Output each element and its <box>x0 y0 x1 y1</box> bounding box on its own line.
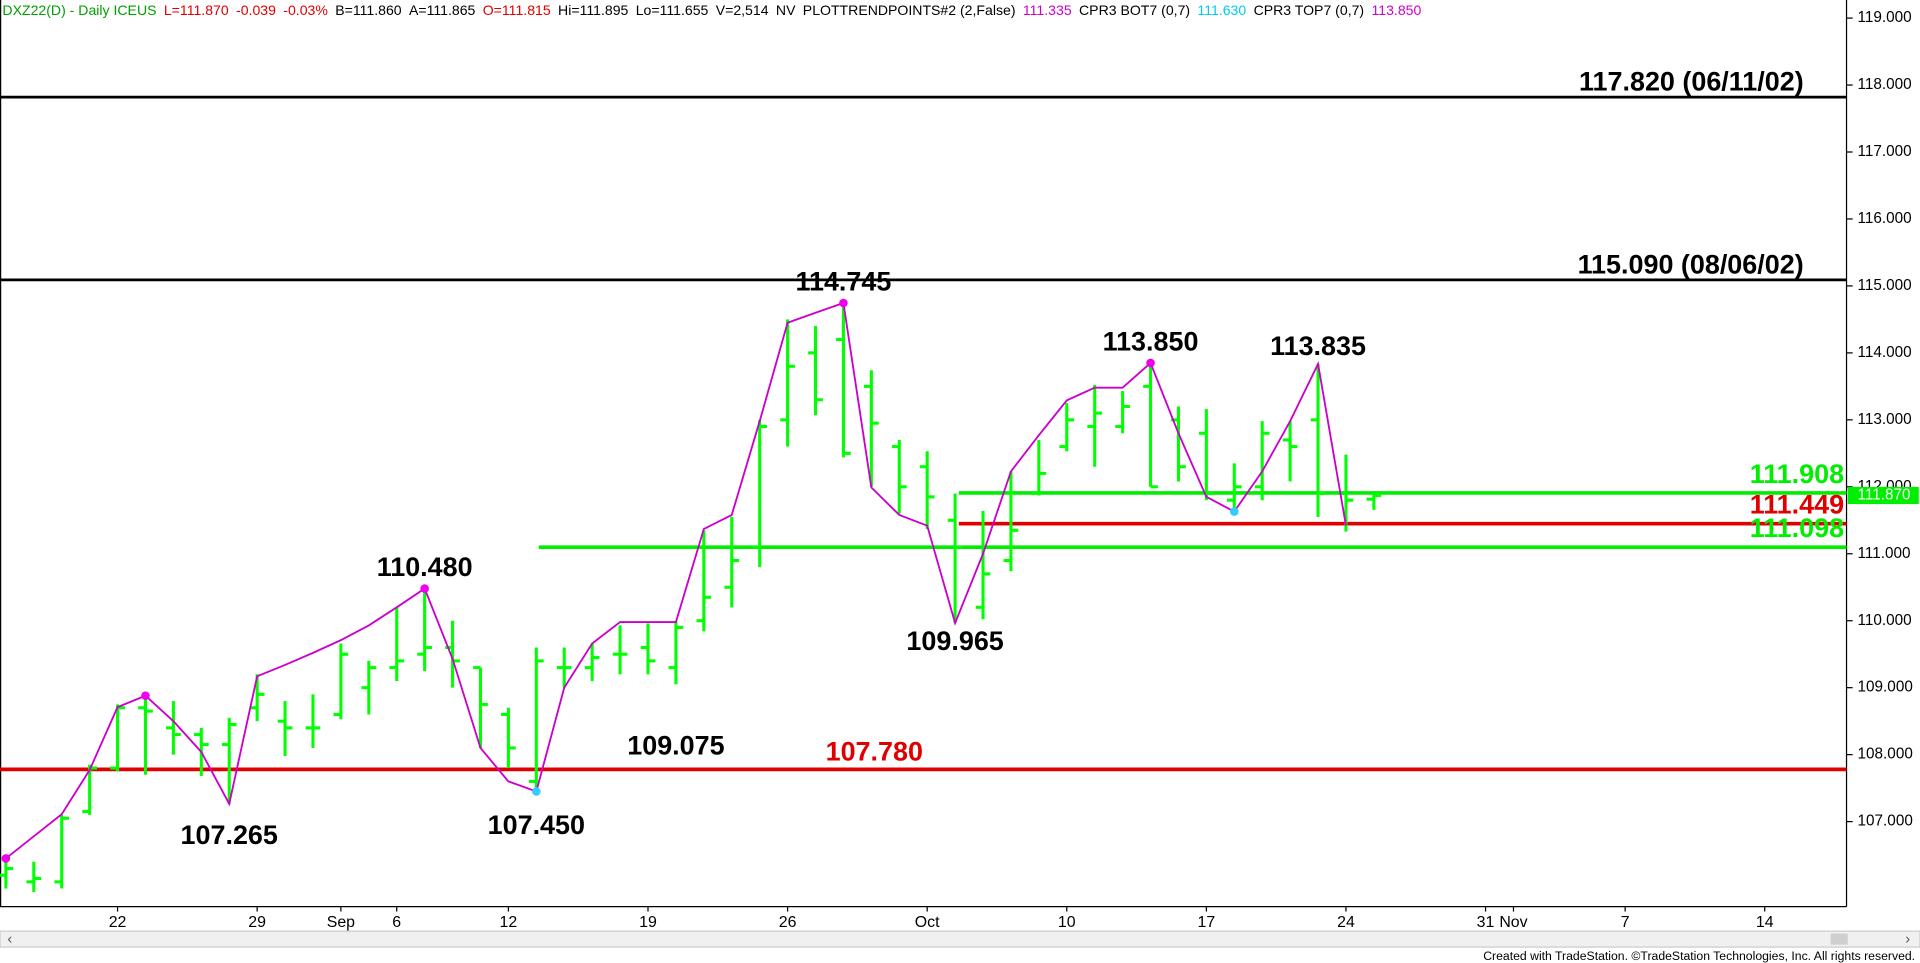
annotation: 113.850 <box>1103 326 1199 356</box>
annotation: 113.835 <box>1270 331 1366 361</box>
scrollbar[interactable]: ‹ › <box>0 930 1920 948</box>
pivot-dot <box>1230 507 1239 516</box>
header-item: Lo=111.655 <box>636 2 709 18</box>
scroll-track[interactable] <box>0 930 1920 948</box>
x-tick-label: Sep <box>327 914 355 931</box>
y-tick-label: 115.000 <box>1858 277 1912 294</box>
header-item: DXZ22(D) - Daily ICEUS <box>2 2 156 18</box>
scroll-thumb[interactable] <box>1830 933 1848 945</box>
y-tick-label: 117.000 <box>1858 143 1912 160</box>
header-item: PLOTTRENDPOINTS#2 (2,False) <box>803 2 1016 18</box>
x-tick-label: 26 <box>779 914 797 931</box>
y-tick-label: 113.000 <box>1858 411 1912 428</box>
pivot-dot <box>839 298 848 308</box>
x-tick-label: 24 <box>1337 914 1355 931</box>
last-price-box <box>1847 486 1919 505</box>
y-tick-label: 109.000 <box>1858 679 1913 696</box>
header-item: Hi=111.895 <box>558 2 628 18</box>
y-tick-label: 118.000 <box>1858 76 1912 93</box>
y-tick-label: 110.000 <box>1858 612 1912 629</box>
annotation: 107.265 <box>181 820 278 850</box>
x-tick-label: 22 <box>109 914 127 931</box>
level-label: 107.780 <box>826 737 923 767</box>
footer: Created with TradeStation. ©TradeStation… <box>1483 949 1915 963</box>
header-item: 113.850 <box>1371 2 1421 18</box>
level-label: 115.090 (08/06/02) <box>1578 250 1804 280</box>
header-item: A=111.865 <box>409 2 476 18</box>
x-tick-label: 14 <box>1756 914 1774 931</box>
x-tick-label: Oct <box>915 914 940 931</box>
header-item: NV <box>776 2 796 18</box>
x-tick-label: 10 <box>1058 914 1076 931</box>
level-label: 111.908 <box>1750 459 1844 489</box>
y-tick-label: 107.000 <box>1858 813 1913 830</box>
x-tick-label: 29 <box>248 914 266 931</box>
y-tick-label: 119.000 <box>1858 9 1912 26</box>
x-tick-label: 31 <box>1477 914 1495 931</box>
header-item: CPR3 BOT7 (0,7) <box>1079 2 1190 18</box>
pivot-dot <box>532 787 541 796</box>
pivot-dot <box>420 584 429 593</box>
pivot-dot <box>141 691 150 701</box>
x-tick-label: 6 <box>392 914 401 931</box>
annotation: 109.965 <box>906 626 1003 656</box>
annotation: 107.450 <box>488 810 585 840</box>
y-tick-label: 108.000 <box>1858 746 1913 763</box>
annotation: 114.745 <box>795 266 891 296</box>
header-item: V=2,514 <box>716 2 769 18</box>
level-label: 117.820 (06/11/02) <box>1579 67 1804 97</box>
header-item: B=111.860 <box>335 2 402 18</box>
annotation: 109.075 <box>627 731 724 761</box>
level-label: 111.449 <box>1750 490 1844 520</box>
trend-line <box>5 301 1347 860</box>
header-item: -0.03% <box>283 2 328 18</box>
header-item: 111.335 <box>1023 2 1072 18</box>
x-tick-label: 17 <box>1198 914 1216 931</box>
pivot-dot <box>1 854 11 863</box>
x-tick-label: 7 <box>1621 914 1630 931</box>
header-item: L=111.870 <box>164 2 229 18</box>
level-label: 111.098 <box>1750 513 1844 543</box>
pivot-dot <box>1146 358 1155 368</box>
y-tick-label: 111.000 <box>1858 545 1911 562</box>
header-item: 111.630 <box>1197 2 1246 18</box>
x-tick-label: 19 <box>639 914 657 931</box>
annotation: 110.480 <box>377 552 473 582</box>
scroll-left[interactable]: ‹ <box>7 932 12 948</box>
header-item: -0.039 <box>236 2 276 18</box>
x-tick-label: 12 <box>500 914 518 931</box>
last-price-label: 111.870 <box>1858 487 1911 504</box>
header-item: O=111.815 <box>483 2 551 18</box>
y-tick-label: 114.000 <box>1858 344 1912 361</box>
x-tick-label: Nov <box>1499 914 1527 931</box>
header: DXZ22(D) - Daily ICEUS L=111.870 -0.039 -0.… <box>2 2 1421 18</box>
scroll-right[interactable]: › <box>1905 932 1910 948</box>
y-tick-label: 116.000 <box>1858 210 1912 227</box>
header-item: CPR3 TOP7 (0,7) <box>1254 2 1365 18</box>
